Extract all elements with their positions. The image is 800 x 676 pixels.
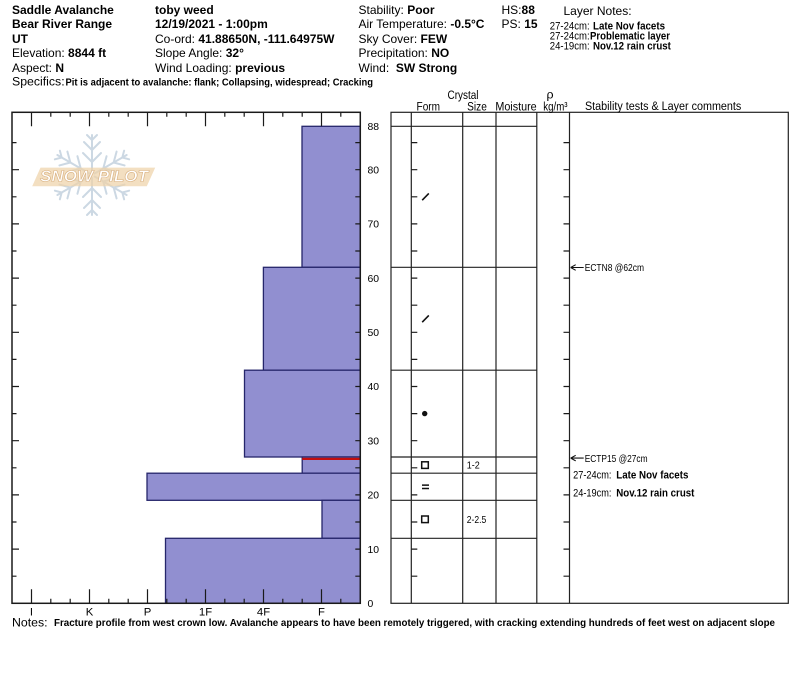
- svg-text:Form: Form: [417, 100, 441, 114]
- svg-text:80: 80: [368, 165, 380, 176]
- svg-text:Pit is adjacent to avalanche:: Pit is adjacent to avalanche: flank; Col…: [66, 77, 374, 88]
- svg-text:Nov.12 rain crust: Nov.12 rain crust: [616, 487, 694, 499]
- svg-text:K: K: [86, 607, 94, 619]
- svg-text:kg/m³: kg/m³: [543, 100, 567, 114]
- svg-text:24-19cm:: 24-19cm:: [573, 487, 611, 499]
- svg-text:ECTN8 @62cm: ECTN8 @62cm: [585, 263, 644, 274]
- svg-text:F: F: [318, 607, 325, 619]
- svg-text:27-24cm:: 27-24cm:: [550, 20, 590, 32]
- svg-text:20: 20: [368, 491, 380, 502]
- svg-text:Size: Size: [467, 100, 487, 114]
- svg-text:2-2.5: 2-2.5: [467, 515, 487, 526]
- svg-text:Late Nov facets: Late Nov facets: [616, 469, 688, 481]
- svg-text:0: 0: [368, 599, 374, 610]
- svg-text:ρ: ρ: [546, 88, 553, 102]
- svg-text:I: I: [30, 607, 33, 619]
- svg-text:70: 70: [368, 220, 380, 231]
- svg-text:1F: 1F: [199, 607, 212, 619]
- svg-text:40: 40: [368, 382, 380, 393]
- svg-text:Notes:: Notes:: [12, 615, 48, 629]
- svg-text:10: 10: [368, 545, 380, 556]
- svg-text:Specifics:: Specifics:: [12, 75, 65, 89]
- svg-text:4F: 4F: [257, 607, 270, 619]
- svg-text:P: P: [144, 607, 152, 619]
- svg-text:24-19cm:: 24-19cm:: [550, 41, 590, 53]
- svg-text:Problematic layer: Problematic layer: [590, 30, 671, 42]
- svg-text:Stability tests & Layer commen: Stability tests & Layer comments: [585, 99, 741, 113]
- svg-text:60: 60: [368, 274, 380, 285]
- svg-text:Late Nov facets: Late Nov facets: [593, 20, 665, 32]
- svg-text:Crystal: Crystal: [448, 88, 479, 102]
- svg-text:88: 88: [368, 122, 380, 133]
- svg-text:Moisture: Moisture: [495, 100, 536, 114]
- svg-text:27-24cm:: 27-24cm:: [573, 469, 611, 481]
- svg-text:1-2: 1-2: [467, 461, 480, 472]
- svg-text:ECTP15 @27cm: ECTP15 @27cm: [585, 454, 648, 465]
- svg-text:Fracture profile from west cro: Fracture profile from west crown low. Av…: [54, 617, 775, 629]
- svg-text:SNOW PILOT: SNOW PILOT: [40, 169, 150, 186]
- svg-text:Nov.12 rain crust: Nov.12 rain crust: [593, 41, 671, 53]
- svg-text:50: 50: [368, 328, 380, 339]
- svg-text:27-24cm:: 27-24cm:: [550, 30, 590, 42]
- svg-text:30: 30: [368, 436, 380, 447]
